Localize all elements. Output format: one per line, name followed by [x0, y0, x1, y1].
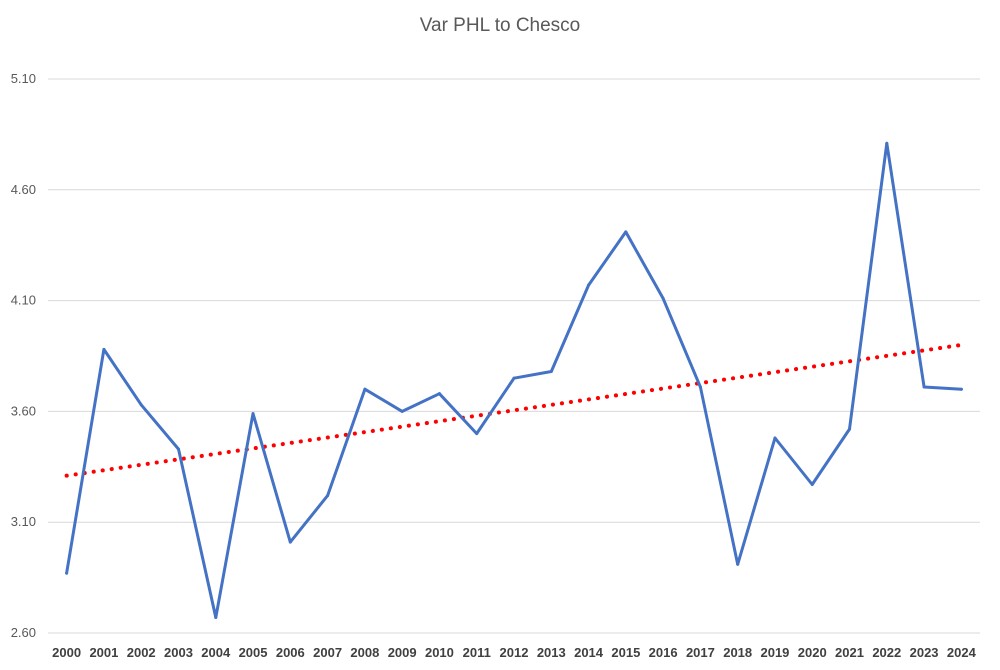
y-tick-label: 3.60	[11, 403, 36, 418]
y-tick-label: 4.60	[11, 182, 36, 197]
y-tick-label: 4.10	[11, 293, 36, 308]
data-point	[176, 447, 180, 451]
x-tick-label: 2010	[425, 645, 454, 660]
x-tick-label: 2013	[537, 645, 566, 660]
x-tick-label: 2014	[574, 645, 604, 660]
x-tick-label: 2005	[239, 645, 268, 660]
data-point	[624, 230, 628, 234]
y-tick-label: 3.10	[11, 514, 36, 529]
x-tick-label: 2015	[611, 645, 640, 660]
chart-title: Var PHL to Chesco	[419, 15, 581, 36]
data-point	[475, 432, 479, 436]
x-tick-label: 2020	[798, 645, 827, 660]
data-point	[512, 376, 516, 380]
x-tick-label: 2008	[350, 645, 379, 660]
data-point	[587, 283, 591, 287]
x-tick-label: 2022	[872, 645, 901, 660]
x-tick-label: 2011	[463, 645, 491, 660]
x-tick-label: 2012	[500, 645, 529, 660]
data-point	[549, 370, 553, 374]
x-tick-label: 2000	[52, 645, 81, 660]
data-point	[810, 483, 814, 487]
x-tick-label: 2004	[201, 645, 231, 660]
x-tick-label: 2018	[723, 645, 752, 660]
data-point	[848, 427, 852, 431]
data-point	[65, 571, 69, 575]
x-tick-label: 2001	[89, 645, 118, 660]
data-point	[736, 562, 740, 566]
y-tick-label: 5.10	[11, 71, 36, 86]
data-point	[698, 385, 702, 389]
x-tick-label: 2017	[686, 645, 715, 660]
x-tick-label: 2009	[388, 645, 417, 660]
data-point	[437, 392, 441, 396]
data-point	[363, 387, 367, 391]
x-tick-label: 2019	[760, 645, 789, 660]
data-point	[773, 436, 777, 440]
data-point	[102, 347, 106, 351]
x-tick-label: 2021	[835, 645, 864, 660]
x-tick-label: 2002	[127, 645, 156, 660]
y-tick-label: 2.60	[11, 625, 36, 640]
x-tick-label: 2007	[313, 645, 342, 660]
x-tick-label: 2024	[947, 645, 977, 660]
data-point	[885, 141, 889, 145]
x-tick-label: 2023	[910, 645, 939, 660]
trendline	[64, 342, 964, 478]
data-point	[251, 412, 255, 416]
data-point	[214, 615, 218, 619]
data-point	[959, 387, 963, 391]
series-line	[65, 141, 963, 619]
x-tick-label: 2003	[164, 645, 193, 660]
data-point	[400, 409, 404, 413]
x-tick-label: 2016	[649, 645, 678, 660]
data-point	[288, 540, 292, 544]
data-point	[326, 494, 330, 498]
data-point	[922, 385, 926, 389]
data-point	[661, 296, 665, 300]
x-tick-label: 2006	[276, 645, 305, 660]
data-point	[139, 403, 143, 407]
